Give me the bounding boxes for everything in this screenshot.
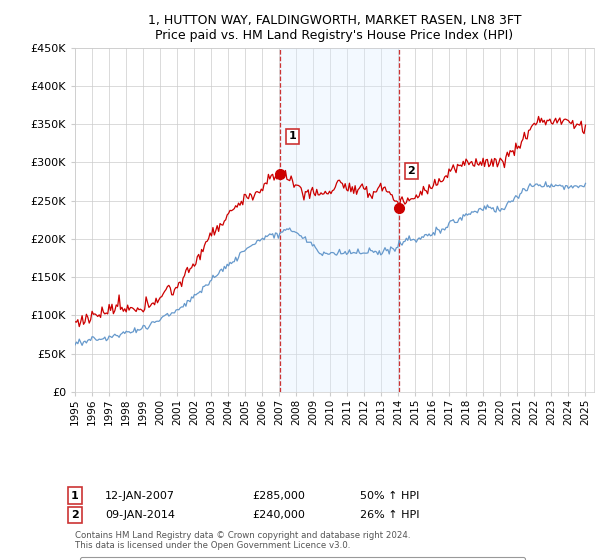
Text: 1: 1 (289, 132, 296, 142)
Text: This data is licensed under the Open Government Licence v3.0.: This data is licensed under the Open Gov… (75, 541, 350, 550)
Text: 09-JAN-2014: 09-JAN-2014 (105, 510, 175, 520)
Legend: 1, HUTTON WAY, FALDINGWORTH, MARKET RASEN, LN8 3FT (detached house), HPI: Averag: 1, HUTTON WAY, FALDINGWORTH, MARKET RASE… (80, 557, 525, 560)
Text: 26% ↑ HPI: 26% ↑ HPI (360, 510, 419, 520)
Text: Contains HM Land Registry data © Crown copyright and database right 2024.: Contains HM Land Registry data © Crown c… (75, 531, 410, 540)
Text: 2: 2 (71, 510, 79, 520)
Bar (280, 48, 399, 392)
Text: 1: 1 (71, 491, 79, 501)
Text: £285,000: £285,000 (252, 491, 305, 501)
Text: 12-JAN-2007: 12-JAN-2007 (105, 491, 175, 501)
Title: 1, HUTTON WAY, FALDINGWORTH, MARKET RASEN, LN8 3FT
Price paid vs. HM Land Regist: 1, HUTTON WAY, FALDINGWORTH, MARKET RASE… (148, 14, 521, 42)
Text: 2: 2 (407, 166, 415, 176)
Text: £240,000: £240,000 (252, 510, 305, 520)
Text: 50% ↑ HPI: 50% ↑ HPI (360, 491, 419, 501)
